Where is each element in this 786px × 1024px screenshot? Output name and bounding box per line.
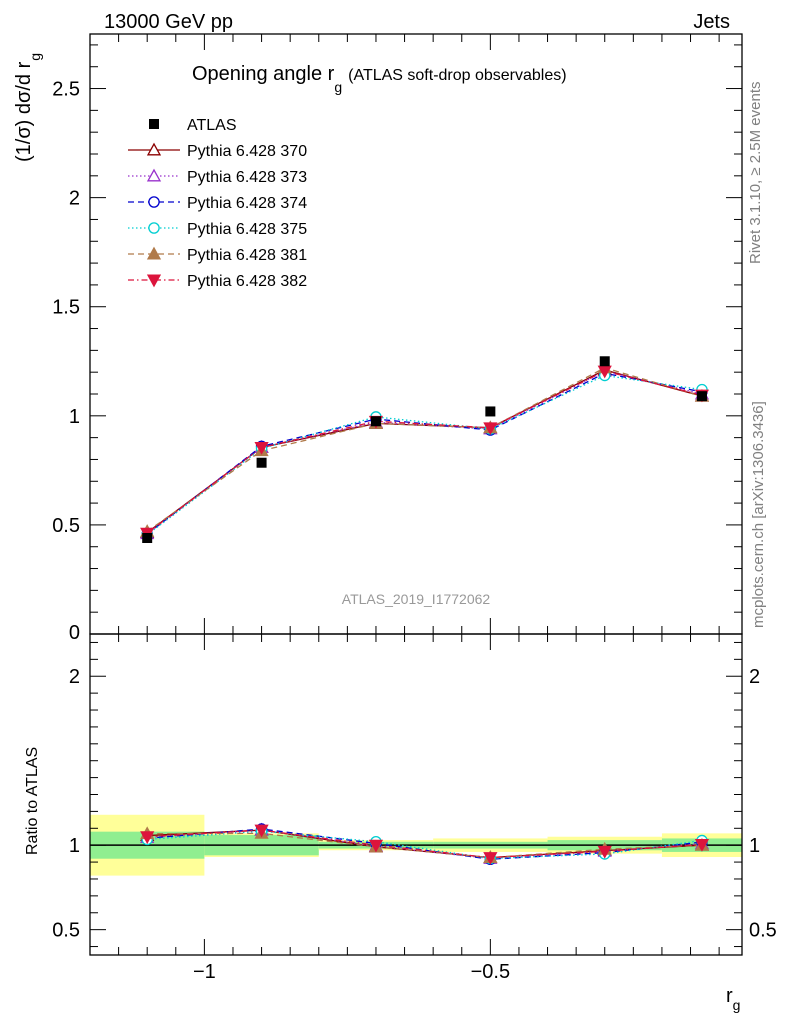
series-point-ratio [368, 839, 384, 853]
series-line-main-4 [146, 367, 703, 532]
mc-series-lines [146, 367, 703, 860]
chart-title-main: Opening angle r [192, 63, 335, 85]
ratio-y-tick-label-left: 1 [69, 835, 80, 857]
series-point-ratio [254, 824, 269, 838]
y-tick-label: 1.5 [52, 297, 80, 319]
mcplots-reference-label: mcplots.cern.ch [arXiv:1306.3436] [750, 401, 767, 628]
series-point-ratio [483, 852, 498, 865]
axis-ticks: −1 −0.5 0.5 1 1.5 2 2.5 0 0.5 0.5 1 1 2 2 [52, 34, 777, 983]
series-point-main [597, 365, 612, 379]
legend-marker [148, 196, 160, 208]
series-point-ratio [140, 831, 155, 845]
legend-marker [146, 168, 162, 182]
y-axis-label: (1/σ) dσ/d rg [13, 53, 43, 162]
ratio-y-tick-label-right: 0.5 [749, 920, 777, 942]
series-line-ratio-5 [147, 829, 703, 859]
series-point-main [483, 422, 498, 436]
series-line-main-3 [146, 374, 703, 536]
legend-label: Pythia 6.428 381 [187, 247, 307, 264]
x-tick-label: −1 [193, 961, 216, 983]
legend-label: Pythia 6.428 374 [187, 195, 307, 212]
series-point-main [254, 442, 269, 455]
ratio-y-tick-label-right: 1 [749, 835, 760, 857]
y-tick-label: 2 [69, 188, 80, 210]
x-axis-label-subscript: g [733, 997, 741, 1013]
y-axis-label-subscript: g [27, 53, 43, 61]
analysis-watermark: ATLAS_2019_I1772062 [342, 591, 491, 607]
legend-marker [146, 246, 162, 260]
series-point-ratio [597, 845, 612, 859]
chart-title-subscript: g [334, 79, 342, 95]
header-process-label: Jets [693, 11, 730, 33]
series-line-main-1 [146, 370, 703, 535]
rivet-version-label: Rivet 3.1.10, ≥ 2.5M events [747, 82, 764, 265]
data-point [256, 457, 267, 468]
y-axis-label-main: (1/σ) dσ/d r [13, 61, 35, 162]
data-point [485, 406, 496, 417]
y-tick-label: 0.5 [52, 515, 80, 537]
data-point [696, 391, 707, 402]
series-line-main-5 [146, 370, 703, 534]
legend-label: Pythia 6.428 382 [187, 273, 307, 290]
y-tick-label-zero: 0 [69, 622, 80, 644]
ratio-y-tick-label-left: 2 [69, 666, 80, 688]
ratio-uncertainty-bands [90, 814, 742, 876]
legend-label: Pythia 6.428 373 [187, 169, 307, 186]
legend-label: Pythia 6.428 375 [187, 221, 307, 238]
ratio-y-tick-label-left: 0.5 [52, 920, 80, 942]
legend-label: ATLAS [187, 117, 237, 134]
ratio-y-axis-label: Ratio to ATLAS [24, 747, 41, 855]
data-point [370, 416, 381, 427]
y-tick-label: 1 [69, 406, 80, 428]
legend: ATLAS Pythia 6.428 370 Pythia 6.428 373 Pyt… [128, 117, 307, 290]
ratio-y-tick-label-right: 2 [749, 666, 760, 688]
series-line-ratio-4 [147, 832, 702, 859]
x-axis-label: rg [726, 985, 740, 1013]
data-point [142, 533, 153, 543]
legend-marker-data [149, 119, 159, 129]
series-point-ratio [694, 838, 710, 852]
y-tick-label: 2.5 [52, 79, 80, 101]
data-point [599, 356, 610, 367]
chart-title: Opening angle rg (ATLAS soft-drop observa… [192, 63, 567, 95]
x-tick-label: −0.5 [471, 961, 510, 983]
legend-marker [148, 222, 160, 234]
legend-marker [146, 142, 162, 156]
header-energy-label: 13000 GeV pp [104, 11, 233, 33]
series-line-main-2 [146, 372, 703, 535]
legend-marker [146, 274, 162, 288]
legend-label: Pythia 6.428 370 [187, 143, 307, 160]
chart-title-paren: (ATLAS soft-drop observables) [348, 67, 566, 84]
chart-markers [140, 356, 710, 866]
x-axis-label-main: r [726, 985, 733, 1007]
series-line-main-0 [146, 369, 703, 534]
ratio-panel-frame [89, 633, 743, 956]
